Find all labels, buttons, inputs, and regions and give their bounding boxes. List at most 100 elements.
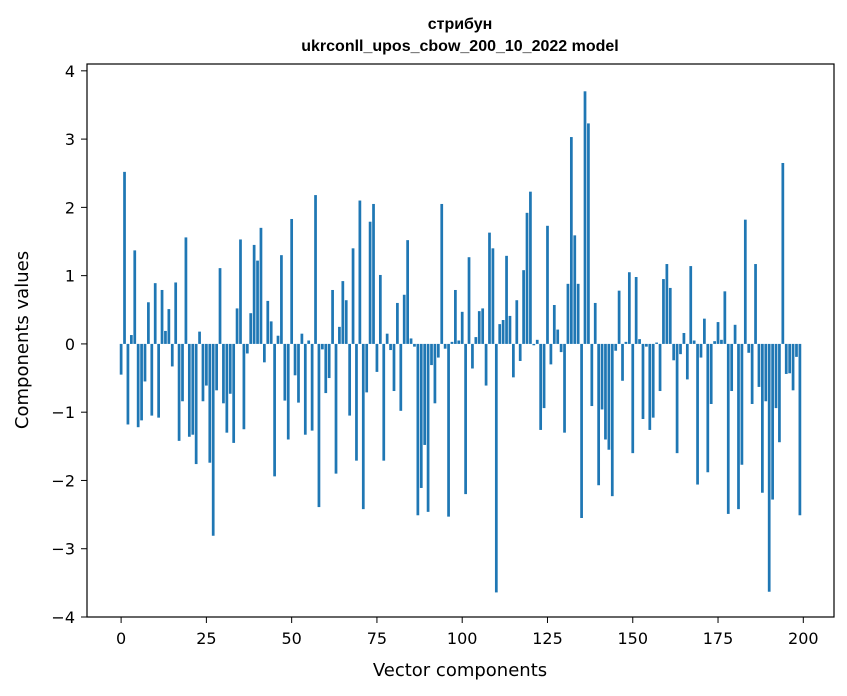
bar: [716, 322, 720, 344]
bar: [310, 343, 314, 431]
bar: [532, 343, 536, 346]
bar: [331, 289, 334, 344]
bar: [651, 343, 655, 418]
bar: [396, 302, 399, 344]
bar: [341, 281, 345, 344]
x-tick-label: 200: [788, 629, 819, 648]
bar: [153, 283, 157, 344]
bar: [276, 335, 280, 344]
bar: [338, 326, 341, 344]
bar: [491, 248, 495, 344]
bar: [535, 339, 539, 344]
bar: [699, 343, 703, 358]
y-axis-ticks: −4 −3 −2 −1 0 1 2 3 4: [51, 62, 87, 627]
bar: [703, 318, 706, 344]
bar: [375, 343, 379, 372]
bar: [576, 283, 580, 344]
bar: [549, 343, 553, 365]
bar: [225, 343, 229, 433]
bar: [624, 341, 628, 344]
bar: [743, 219, 747, 344]
bar: [283, 343, 287, 401]
bar: [788, 343, 792, 374]
bar: [355, 343, 358, 461]
bar: [450, 341, 454, 344]
bar: [140, 343, 143, 421]
bar: [641, 343, 645, 420]
bar: [795, 343, 798, 357]
bar: [498, 324, 502, 344]
bar: [668, 287, 672, 344]
x-axis-ticks: 0 25 50 75 100 125 150 175 200: [116, 617, 819, 648]
x-tick-label: 0: [116, 629, 126, 648]
bar: [481, 308, 485, 344]
bar: [235, 308, 239, 344]
bar: [709, 343, 713, 404]
bar: [556, 329, 560, 344]
bar: [621, 343, 624, 381]
bar: [634, 277, 638, 344]
bar: [167, 309, 171, 344]
y-axis-label: Components values: [12, 251, 33, 429]
bars-group: [119, 91, 802, 593]
bar: [559, 343, 563, 353]
x-tick-label: 75: [367, 629, 387, 648]
bar: [239, 239, 242, 344]
bar: [358, 200, 362, 344]
bar: [245, 343, 249, 354]
bar: [406, 240, 409, 344]
bar: [194, 343, 198, 465]
bar: [392, 343, 396, 392]
bar: [692, 340, 696, 344]
bar: [228, 343, 232, 394]
bar: [464, 343, 467, 495]
bar: [580, 343, 583, 518]
bar: [293, 343, 297, 376]
bar: [133, 250, 137, 344]
bar: [723, 291, 727, 344]
bar: [334, 343, 338, 474]
bar: [160, 289, 164, 344]
bar: [402, 294, 406, 344]
bar: [385, 333, 389, 344]
bar: [726, 343, 730, 514]
bar: [508, 315, 512, 344]
bar: [143, 343, 147, 382]
bar: [474, 337, 478, 344]
bar: [781, 162, 785, 344]
bar: [675, 343, 679, 454]
bar: [423, 343, 427, 445]
bar: [696, 343, 699, 485]
bar: [597, 343, 601, 486]
bar: [484, 343, 488, 386]
bar: [604, 343, 607, 440]
bar: [252, 244, 256, 344]
bar: [443, 343, 447, 349]
bar: [682, 332, 686, 344]
bar: [259, 227, 263, 344]
x-tick-label: 175: [703, 629, 734, 648]
bar: [685, 343, 689, 380]
bar: [617, 290, 621, 344]
bar: [256, 260, 259, 344]
bar: [457, 340, 461, 344]
bar: [454, 289, 457, 344]
bar: [525, 212, 529, 344]
bar: [733, 324, 737, 344]
bar: [627, 272, 631, 344]
bar: [413, 343, 416, 347]
bar: [174, 282, 178, 344]
y-tick-label: −2: [51, 471, 75, 490]
bar: [136, 343, 140, 428]
x-axis-label: Vector components: [373, 660, 547, 681]
bar: [778, 343, 781, 443]
y-tick-label: −3: [51, 540, 75, 559]
bar: [170, 343, 174, 367]
bar: [147, 302, 150, 344]
bar: [542, 343, 546, 409]
bar: [426, 343, 430, 512]
bar: [501, 320, 505, 344]
bar: [286, 343, 290, 440]
y-tick-label: −4: [51, 608, 75, 627]
